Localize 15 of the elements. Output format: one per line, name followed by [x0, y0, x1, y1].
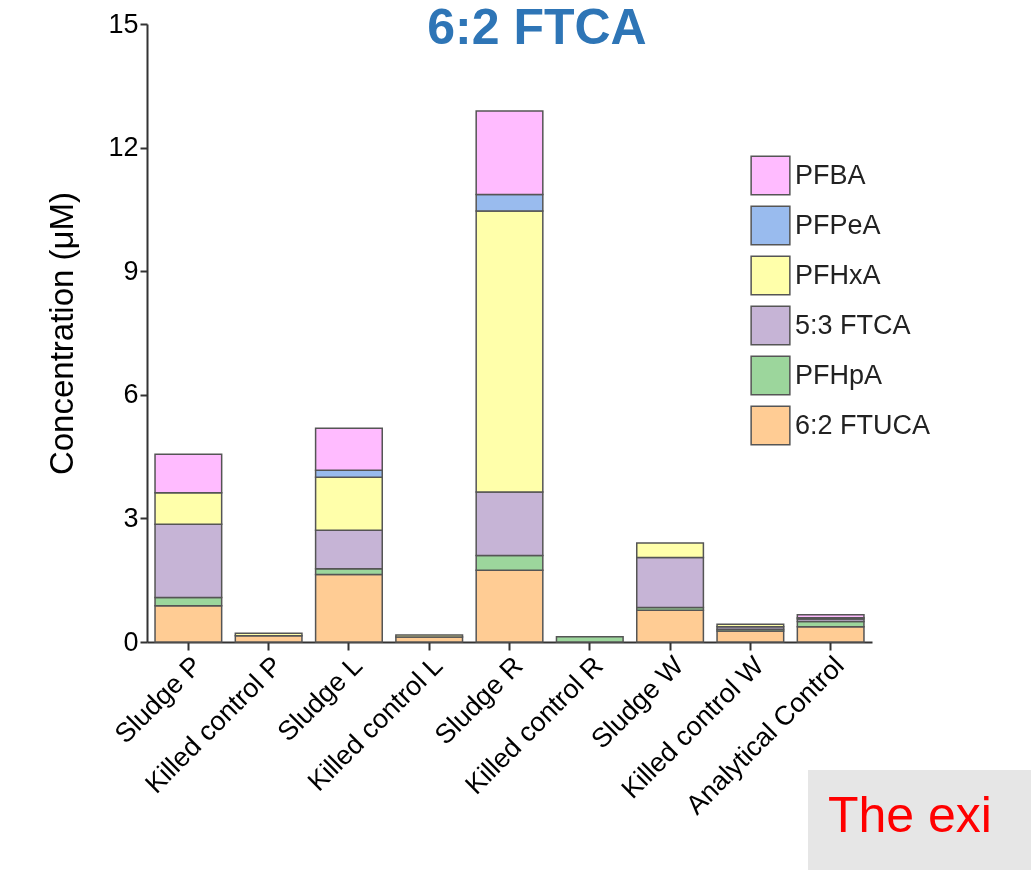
- y-tick-label: 3: [123, 502, 139, 533]
- y-axis-title: Concentration (μM): [43, 191, 81, 476]
- legend-label: PFHxA: [795, 259, 881, 290]
- legend-label: 6:2 FTUCA: [795, 409, 931, 440]
- chart-title: 6:2 FTCA: [427, 0, 647, 55]
- y-tick-label: 12: [108, 132, 139, 163]
- text: The exi: [808, 770, 1031, 870]
- legend-label: PFBA: [795, 159, 866, 190]
- y-tick-label: 9: [123, 255, 139, 286]
- legend-label: PFHpA: [795, 359, 883, 390]
- y-tick-label: 0: [123, 626, 139, 657]
- y-tick-label: 6: [123, 379, 139, 410]
- legend-label: 5:3 FTCA: [795, 309, 911, 340]
- y-tick-label: 15: [108, 8, 139, 39]
- legend-label: PFPeA: [795, 209, 881, 240]
